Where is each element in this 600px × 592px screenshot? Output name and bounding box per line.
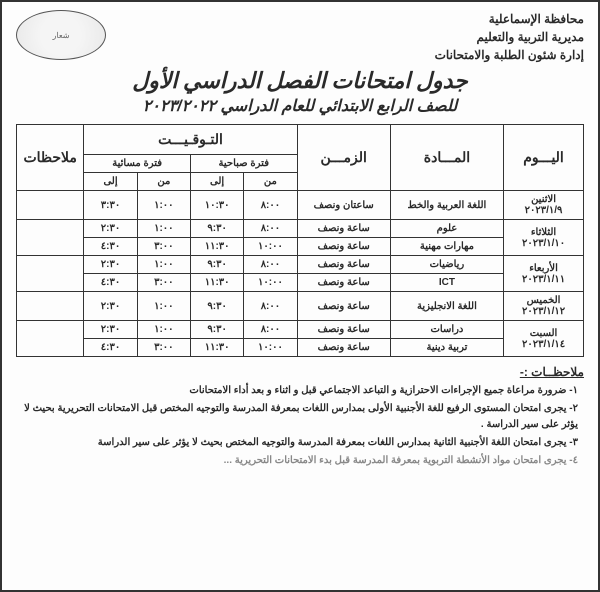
cell-e-from: ١:٠٠ <box>137 256 190 274</box>
cell-duration: ساعة ونصف <box>297 274 390 292</box>
cell-m-to: ٩:٣٠ <box>190 220 243 238</box>
schedule-table: اليـــوم المـــادة الزمـــن التـوقـيـــت… <box>16 124 584 357</box>
th-m-to: إلى <box>190 173 243 191</box>
cell-m-to: ٩:٣٠ <box>190 321 243 339</box>
th-subject: المـــادة <box>390 125 503 191</box>
cell-m-from: ١٠:٠٠ <box>244 238 297 256</box>
table-row: مهارات مهنيةساعة ونصف١٠:٠٠١١:٣٠٣:٠٠٤:٣٠ <box>17 238 584 256</box>
table-row: الاثنين٢٠٢٣/١/٩اللغة العربية والخطساعتان… <box>17 191 584 220</box>
cell-day: الثلاثاء٢٠٢٣/١/١٠ <box>504 220 584 256</box>
th-duration: الزمـــن <box>297 125 390 191</box>
cell-subject: علوم <box>390 220 503 238</box>
cell-subject: مهارات مهنية <box>390 238 503 256</box>
cell-subject: رياضيات <box>390 256 503 274</box>
governorate-line: محافظة الإسماعلية <box>435 10 584 28</box>
cell-duration: ساعة ونصف <box>297 321 390 339</box>
cell-m-to: ١١:٣٠ <box>190 238 243 256</box>
cell-e-from: ٣:٠٠ <box>137 238 190 256</box>
exam-schedule-page: محافظة الإسماعلية مديرية التربية والتعلي… <box>0 0 600 592</box>
cell-day: الأربعاء٢٠٢٣/١/١١ <box>504 256 584 292</box>
notes-title: ملاحظــات :- <box>16 365 584 379</box>
table-row: الخميس٢٠٢٣/١/١٢اللغة الانجليزيةساعة ونصف… <box>17 292 584 321</box>
note-item: ١- ضرورة مراعاة جميع الإجراءات الاحترازي… <box>16 383 578 399</box>
cell-m-from: ١٠:٠٠ <box>244 339 297 357</box>
table-row: تربية دينيةساعة ونصف١٠:٠٠١١:٣٠٣:٠٠٤:٣٠ <box>17 339 584 357</box>
notes-list: ١- ضرورة مراعاة جميع الإجراءات الاحترازي… <box>16 383 584 469</box>
cell-subject: تربية دينية <box>390 339 503 357</box>
cell-e-to: ٢:٣٠ <box>84 292 137 321</box>
note-item: ٢- يجرى امتحان المستوى الرفيع للغة الأجن… <box>16 401 578 433</box>
logo-text: شعار <box>53 31 70 40</box>
cell-duration: ساعتان ونصف <box>297 191 390 220</box>
cell-notes <box>17 256 84 292</box>
th-e-from: من <box>137 173 190 191</box>
department-line: إدارة شئون الطلبة والامتحانات <box>435 46 584 64</box>
cell-e-from: ٣:٠٠ <box>137 274 190 292</box>
cell-e-from: ١:٠٠ <box>137 220 190 238</box>
th-morning: فترة صباحية <box>190 155 297 173</box>
ministry-logo: شعار <box>16 10 106 60</box>
cell-e-from: ١:٠٠ <box>137 191 190 220</box>
cell-notes <box>17 292 84 321</box>
cell-m-from: ٨:٠٠ <box>244 256 297 274</box>
cell-m-to: ١١:٣٠ <box>190 339 243 357</box>
cell-m-from: ١٠:٠٠ <box>244 274 297 292</box>
cell-duration: ساعة ونصف <box>297 220 390 238</box>
cell-duration: ساعة ونصف <box>297 339 390 357</box>
cell-m-from: ٨:٠٠ <box>244 191 297 220</box>
cell-m-to: ٩:٣٠ <box>190 292 243 321</box>
cell-subject: اللغة الانجليزية <box>390 292 503 321</box>
table-row: الأربعاء٢٠٢٣/١/١١رياضياتساعة ونصف٨:٠٠٩:٣… <box>17 256 584 274</box>
cell-day: الاثنين٢٠٢٣/١/٩ <box>504 191 584 220</box>
th-timing: التـوقـيـــت <box>84 125 297 155</box>
cell-e-from: ٣:٠٠ <box>137 339 190 357</box>
cell-e-to: ٤:٣٠ <box>84 274 137 292</box>
cell-e-to: ٤:٣٠ <box>84 238 137 256</box>
note-item: ٣- يجرى امتحان اللغة الأجنبية الثانية بم… <box>16 435 578 451</box>
cell-m-from: ٨:٠٠ <box>244 292 297 321</box>
table-row: السبت٢٠٢٣/١/١٤دراساتساعة ونصف٨:٠٠٩:٣٠١:٠… <box>17 321 584 339</box>
th-e-to: إلى <box>84 173 137 191</box>
th-day: اليـــوم <box>504 125 584 191</box>
cell-m-from: ٨:٠٠ <box>244 321 297 339</box>
cell-notes <box>17 191 84 220</box>
cell-e-from: ١:٠٠ <box>137 292 190 321</box>
table-row: ICTساعة ونصف١٠:٠٠١١:٣٠٣:٠٠٤:٣٠ <box>17 274 584 292</box>
th-notes: ملاحظات <box>17 125 84 191</box>
cell-e-to: ٢:٣٠ <box>84 321 137 339</box>
table-body: الاثنين٢٠٢٣/١/٩اللغة العربية والخطساعتان… <box>17 191 584 357</box>
cell-e-to: ٢:٣٠ <box>84 220 137 238</box>
cell-day: السبت٢٠٢٣/١/١٤ <box>504 321 584 357</box>
cell-subject: دراسات <box>390 321 503 339</box>
cell-subject: اللغة العربية والخط <box>390 191 503 220</box>
cell-notes <box>17 220 84 256</box>
cell-m-to: ٩:٣٠ <box>190 256 243 274</box>
cell-m-to: ١١:٣٠ <box>190 274 243 292</box>
th-m-from: من <box>244 173 297 191</box>
cell-e-to: ٤:٣٠ <box>84 339 137 357</box>
cell-e-from: ١:٠٠ <box>137 321 190 339</box>
cell-day: الخميس٢٠٢٣/١/١٢ <box>504 292 584 321</box>
note-item: ٤- يجرى امتحان مواد الأنشطة التربوية بمع… <box>16 453 578 469</box>
main-title: جدول امتحانات الفصل الدراسي الأول <box>16 68 584 94</box>
cell-e-to: ٢:٣٠ <box>84 256 137 274</box>
table-row: الثلاثاء٢٠٢٣/١/١٠علومساعة ونصف٨:٠٠٩:٣٠١:… <box>17 220 584 238</box>
cell-e-to: ٣:٣٠ <box>84 191 137 220</box>
sub-title: للصف الرابع الابتدائي للعام الدراسي ٢٠٢٣… <box>16 96 584 116</box>
cell-m-from: ٨:٠٠ <box>244 220 297 238</box>
cell-subject: ICT <box>390 274 503 292</box>
th-evening: فترة مسائية <box>84 155 191 173</box>
cell-notes <box>17 321 84 357</box>
directorate-line: مديرية التربية والتعليم <box>435 28 584 46</box>
cell-duration: ساعة ونصف <box>297 238 390 256</box>
authority-block: محافظة الإسماعلية مديرية التربية والتعلي… <box>435 10 584 64</box>
cell-duration: ساعة ونصف <box>297 292 390 321</box>
table-head: اليـــوم المـــادة الزمـــن التـوقـيـــت… <box>17 125 584 191</box>
cell-duration: ساعة ونصف <box>297 256 390 274</box>
cell-m-to: ١٠:٣٠ <box>190 191 243 220</box>
header: محافظة الإسماعلية مديرية التربية والتعلي… <box>16 10 584 64</box>
